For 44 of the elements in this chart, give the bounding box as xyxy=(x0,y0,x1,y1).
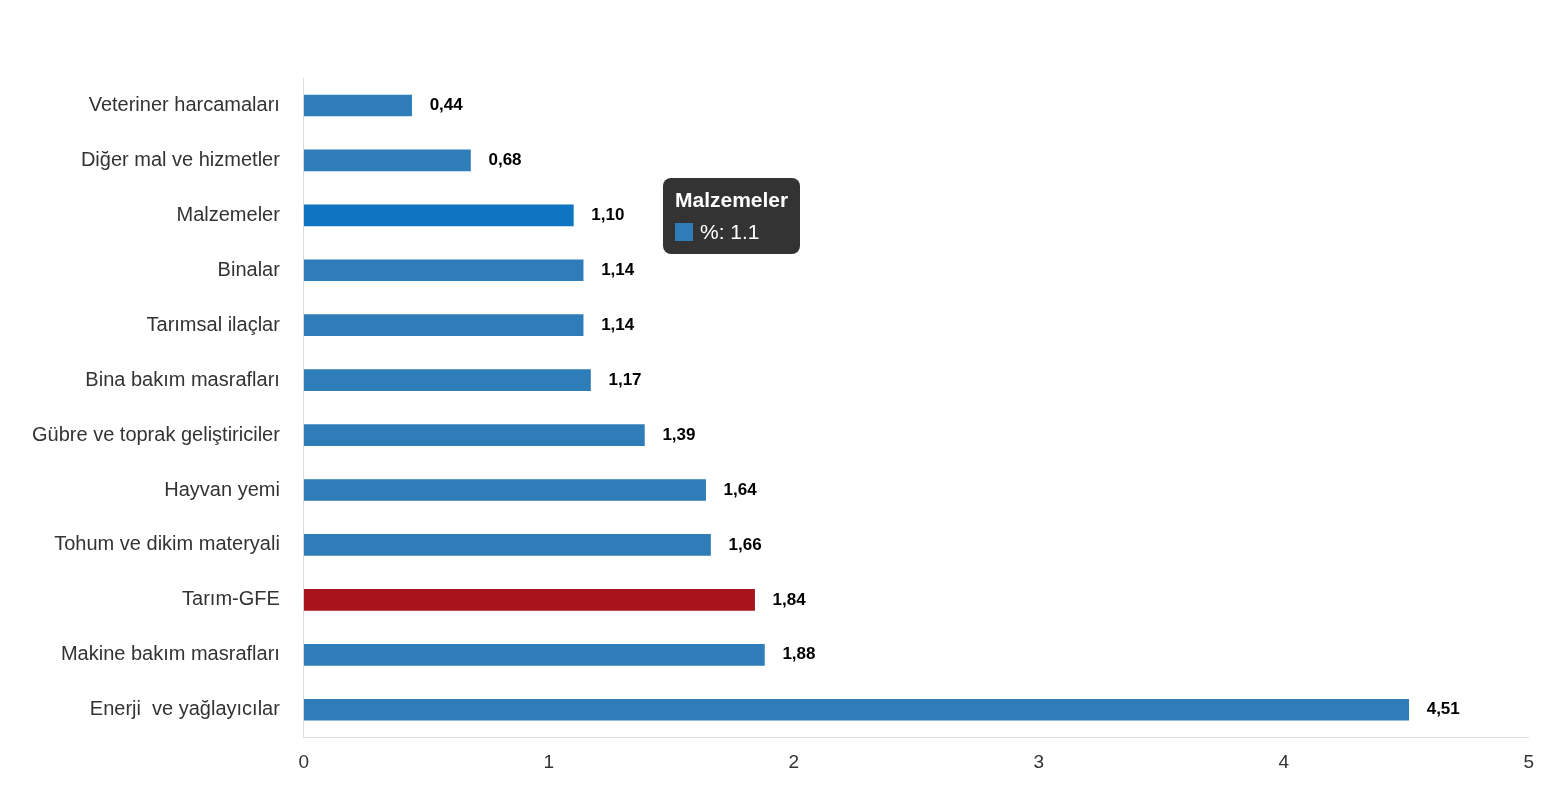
data-label: 0,44 xyxy=(429,95,464,115)
bar xyxy=(303,259,584,282)
y-tick-label: Bina bakım masrafları xyxy=(85,367,280,390)
bar xyxy=(303,94,412,117)
y-tick-label: Enerji ve yağlayıcılar xyxy=(89,697,281,720)
y-tick-label: Binalar xyxy=(217,257,281,280)
bar xyxy=(303,479,706,501)
y-tick-label: Tohum ve dikim materyali xyxy=(54,532,280,555)
y-tick-label: Makine bakım masrafları xyxy=(60,642,280,665)
bar xyxy=(303,698,1410,721)
data-label: 1,88 xyxy=(782,644,816,664)
bar xyxy=(303,149,471,172)
data-label: 1,39 xyxy=(662,424,696,444)
data-label: 1,17 xyxy=(608,369,642,389)
data-label: 1,10 xyxy=(591,205,625,225)
y-tick-label: Malzemeler xyxy=(176,202,281,225)
y-tick-label: Veteriner harcamaları xyxy=(88,92,280,115)
y-tick-label: Hayvan yemi xyxy=(164,477,280,500)
data-label: 0,68 xyxy=(488,150,522,170)
x-tick-label: 1 xyxy=(543,750,555,772)
x-tick-label: 4 xyxy=(1278,750,1290,772)
bar xyxy=(303,424,645,446)
bar xyxy=(303,369,591,391)
bar xyxy=(303,643,765,666)
annotation: Malzemeler xyxy=(675,188,789,212)
y-tick-label: Tarımsal ilaçlar xyxy=(146,312,281,335)
data-label: 1,64 xyxy=(723,479,758,499)
y-tick-label: Tarım-GFE xyxy=(182,587,280,610)
y-tick-label: Diğer mal ve hizmetler xyxy=(80,147,281,170)
x-tick-label: 3 xyxy=(1033,750,1045,772)
x-tick-label: 5 xyxy=(1523,750,1535,772)
x-tick-label: 0 xyxy=(298,750,310,772)
annotation: %: 1.1 xyxy=(700,220,760,244)
bar xyxy=(303,204,574,227)
bar xyxy=(303,589,755,611)
bar xyxy=(303,314,584,337)
y-tick-label: Gübre ve toprak geliştiriciler xyxy=(32,422,281,445)
data-label: 1,14 xyxy=(601,259,635,279)
bar xyxy=(303,534,711,556)
data-label: 1,14 xyxy=(601,314,635,334)
data-label: 1,84 xyxy=(772,589,807,609)
data-label: 4,51 xyxy=(1426,699,1460,719)
data-label: 1,66 xyxy=(728,534,762,554)
x-tick-label: 2 xyxy=(788,750,800,772)
